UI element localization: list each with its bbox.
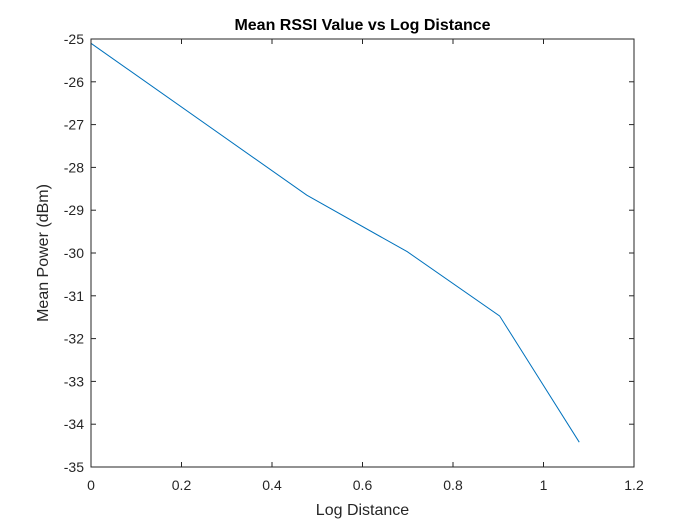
chart-title: Mean RSSI Value vs Log Distance <box>234 17 490 34</box>
y-tick-label: -30 <box>64 245 84 261</box>
y-tick-label: -28 <box>64 159 84 175</box>
x-tick-label: 0.2 <box>172 477 192 493</box>
x-tick-label: 0.8 <box>443 477 463 493</box>
x-tick-label: 1 <box>540 477 548 493</box>
y-tick-label: -32 <box>64 331 84 347</box>
axes-box <box>90 38 635 468</box>
y-axis-label: Mean Power (dBm) <box>35 184 52 322</box>
x-tick-label: 1.2 <box>624 477 644 493</box>
y-tick-label: -35 <box>64 459 84 475</box>
plot-area <box>91 39 634 467</box>
series-line <box>90 42 580 443</box>
x-axis-label: Log Distance <box>316 502 409 519</box>
x-tick-label: 0 <box>87 477 95 493</box>
y-tick-label: -25 <box>64 31 84 47</box>
y-tick-label: -31 <box>64 288 84 304</box>
y-tick-label: -33 <box>64 373 84 389</box>
x-tick-label: 0.4 <box>262 477 282 493</box>
y-tick-label: -29 <box>64 202 84 218</box>
y-tick-label: -26 <box>64 74 84 90</box>
x-tick-label: 0.6 <box>353 477 373 493</box>
y-tick-label: -27 <box>64 117 84 133</box>
y-tick-label: -34 <box>64 416 84 432</box>
